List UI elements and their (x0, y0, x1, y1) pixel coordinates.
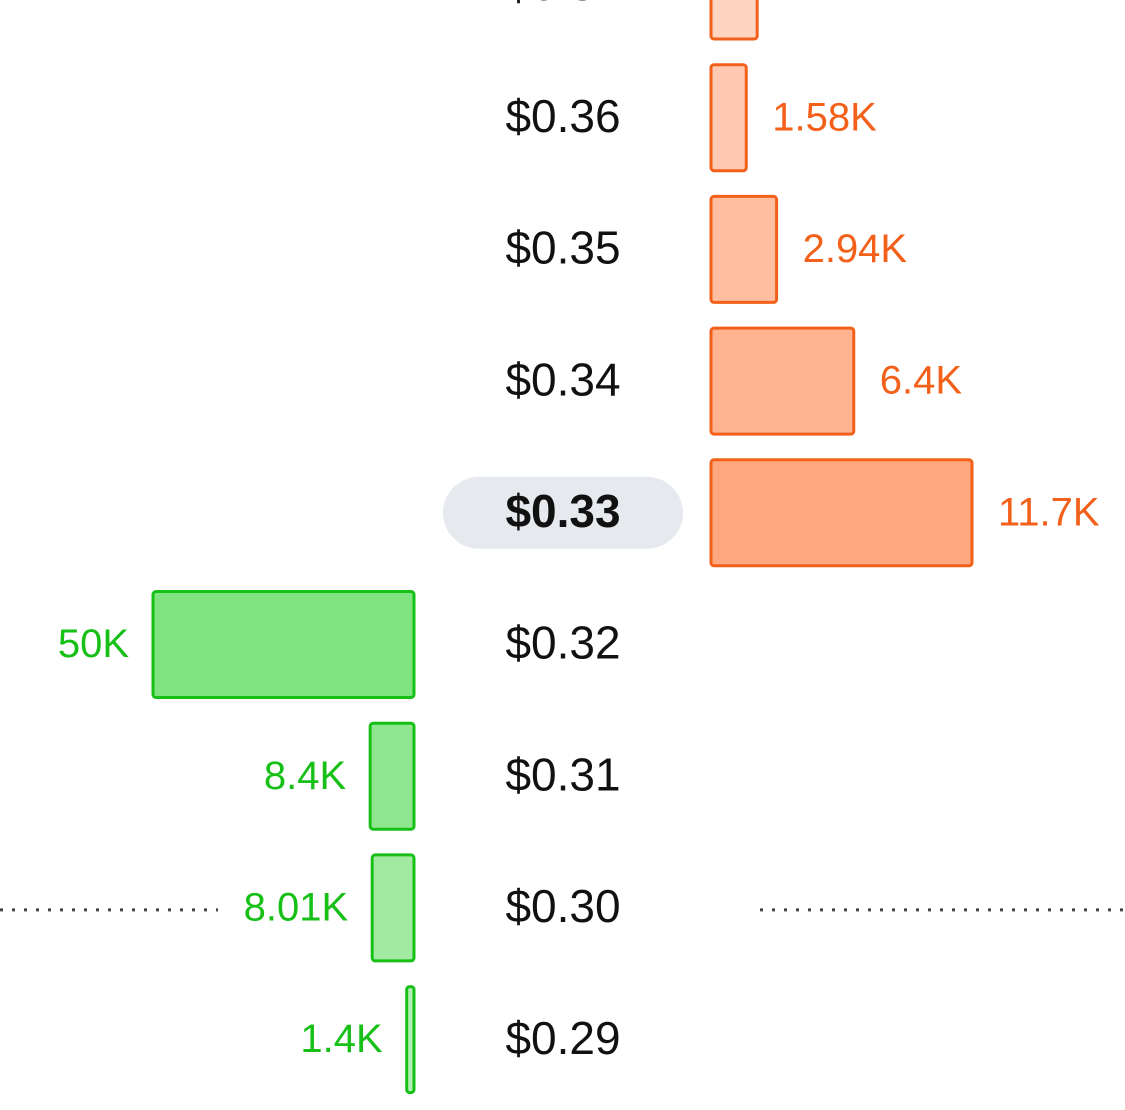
bid-bar (368, 721, 416, 831)
price-label: $0.33 (505, 485, 620, 537)
price-label: $0.31 (505, 748, 620, 800)
ask-value-label: 2.94K (803, 227, 908, 271)
bid-value-label: 1.4K (300, 1017, 383, 1061)
ask-value-label: 11.7K (998, 490, 1100, 534)
bid-value-label: 8.4K (264, 754, 347, 798)
bid-bar (370, 853, 416, 963)
price-label: $0.30 (505, 880, 620, 932)
ask-bar (709, 0, 759, 41)
bid-bar (405, 985, 416, 1095)
bid-value-label: 8.01K (244, 885, 349, 929)
ask-bar (709, 63, 748, 173)
bid-bar (151, 590, 416, 699)
price-label: $0.29 (505, 1012, 620, 1064)
ask-value-label: 6.4K (880, 359, 963, 403)
bid-value-label: 50K (58, 622, 129, 666)
price-label: $0.37 (505, 0, 620, 10)
current-price-pill (443, 476, 683, 549)
price-label: $0.34 (505, 353, 620, 405)
ask-value-label: 1.58K (772, 95, 877, 139)
price-label: $0.32 (505, 617, 620, 669)
ask-bar (709, 194, 779, 304)
price-label: $0.36 (505, 90, 620, 142)
ask-bar (709, 458, 974, 568)
ask-bar (709, 326, 856, 436)
price-label: $0.35 (505, 222, 620, 274)
